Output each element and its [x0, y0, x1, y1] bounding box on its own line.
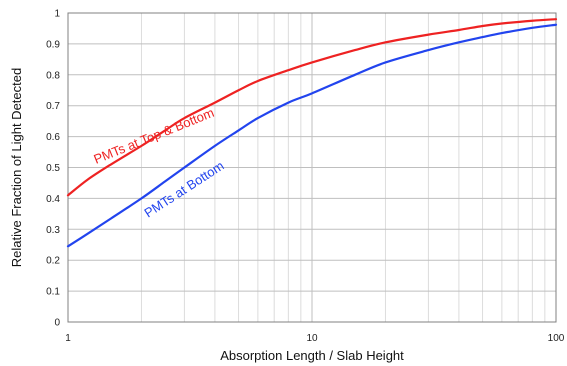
y-tick-label: 0.4: [46, 194, 60, 205]
x-tick-label: 10: [306, 333, 318, 344]
y-tick-label: 0.1: [46, 287, 60, 298]
x-tick-label: 100: [548, 333, 565, 344]
y-tick-label: 0.6: [46, 132, 60, 143]
y-tick-label: 0.2: [46, 256, 60, 267]
series-line-top-bottom: [66, 18, 558, 197]
y-tick-label: 0.3: [46, 225, 60, 236]
grid: [67, 12, 557, 323]
plot-area: [67, 12, 557, 323]
y-tick-label: 0.9: [46, 39, 60, 50]
y-tick-label: 0.8: [46, 70, 60, 81]
tick-labels: 0 0.1 0.2 0.3 0.4 0.5 0.6 0.7 0.8 0.9 1 1 10 100: [46, 9, 565, 345]
series-group: [66, 18, 558, 248]
x-axis-title: Absorption Length / Slab Height: [220, 348, 404, 363]
x-tick-label: 1: [65, 333, 71, 344]
series-line-bottom: [66, 23, 558, 248]
y-tick-label: 0.5: [46, 163, 60, 174]
y-tick-label: 1: [54, 9, 60, 20]
y-axis-title: Relative Fraction of Light Detected: [9, 68, 24, 267]
y-tick-label: 0: [54, 318, 60, 329]
y-tick-label: 0.7: [46, 101, 60, 112]
